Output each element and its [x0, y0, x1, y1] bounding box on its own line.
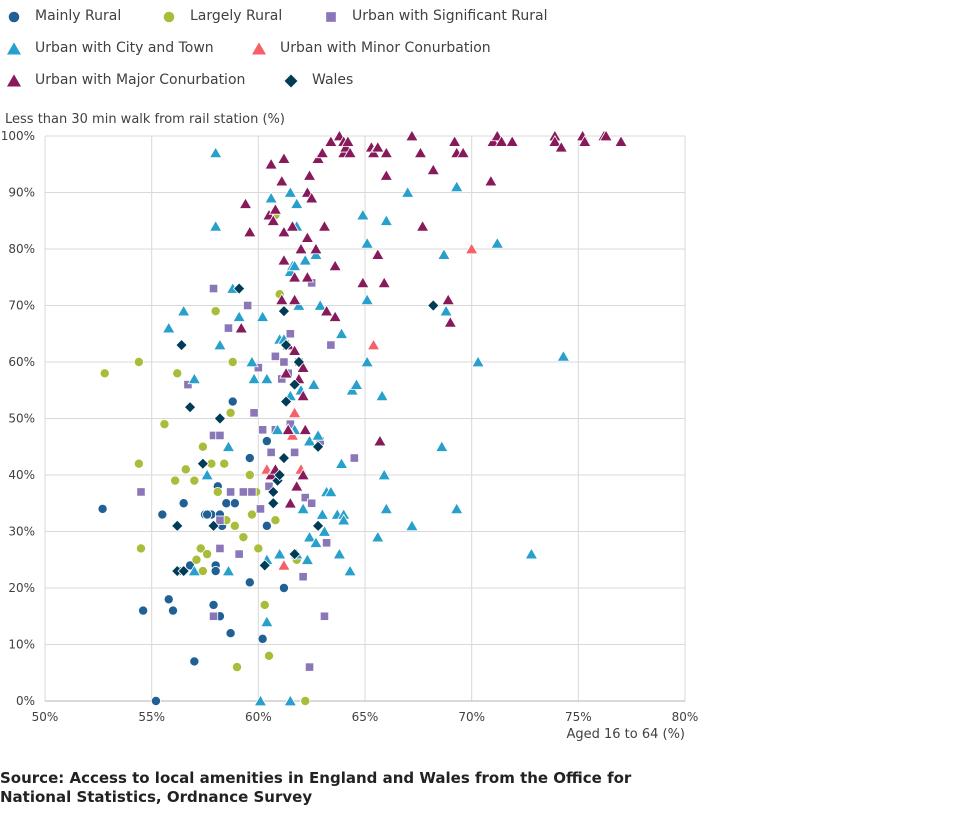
series-group [260, 242, 479, 571]
series-group [136, 278, 359, 672]
series-group [161, 146, 571, 707]
series-group [97, 396, 289, 707]
series-group [171, 282, 440, 578]
source-note: Source: Access to local amenities in Eng… [0, 769, 632, 806]
legend-label: Urban with Major Conurbation [35, 72, 246, 88]
series-group [234, 129, 628, 509]
legend-marker [8, 11, 20, 23]
legend-marker [284, 74, 298, 88]
legend-item: Largely Rural [160, 7, 282, 25]
y-tick-label: 60% [8, 355, 35, 369]
x-tick-label: 60% [245, 710, 272, 724]
y-tick-label: 90% [8, 186, 35, 200]
legend-label: Urban with Significant Rural [352, 8, 548, 24]
x-tick-label: 75% [565, 710, 592, 724]
legend-label: Mainly Rural [35, 8, 122, 24]
legend-item: Urban with Major Conurbation [5, 71, 245, 89]
y-tick-label: 30% [8, 525, 35, 539]
legend-marker [6, 74, 22, 87]
legend-marker [326, 12, 336, 22]
legend-marker [251, 42, 267, 55]
x-tick-label: 70% [458, 710, 485, 724]
scatter-plot: 0% 10% 20% 30% 40% 50% 60% 70% 80% 90% 100% 50% 55% 6… [1, 129, 699, 724]
legend-item: Wales [282, 71, 353, 89]
y-tick-label: 40% [8, 468, 35, 482]
legend-item: Mainly Rural [5, 7, 121, 25]
legend-marker [6, 42, 22, 55]
legend-label: Urban with City and Town [35, 40, 214, 56]
legend-label: Urban with Minor Conurbation [280, 40, 491, 56]
y-tick-label: 20% [8, 581, 35, 595]
x-tick-label: 55% [138, 710, 165, 724]
y-tick-label: 50% [8, 412, 35, 426]
y-tick-label: 100% [1, 129, 35, 143]
x-axis-label: Aged 16 to 64 (%) [566, 727, 685, 742]
legend-label: Wales [312, 72, 354, 88]
legend-item: Urban with Minor Conurbation [250, 39, 491, 57]
legend-item: Urban with City and Town [5, 39, 214, 57]
x-tick-label: 65% [352, 710, 379, 724]
y-tick-label: 10% [8, 638, 35, 652]
series-group [99, 210, 311, 707]
legend-marker [163, 11, 175, 23]
legend-item: Urban with Significant Rural [322, 7, 547, 25]
chart-legend: Mainly Rural Largely Rural Urban with Sign… [0, 0, 960, 100]
x-tick-label: 80% [672, 710, 699, 724]
legend-label: Largely Rural [190, 8, 283, 24]
y-axis-label: Less than 30 min walk from rail station … [5, 112, 285, 127]
y-tick-label: 0% [16, 694, 35, 708]
y-tick-label: 70% [8, 299, 35, 313]
y-tick-label: 80% [8, 242, 35, 256]
x-tick-label: 50% [32, 710, 59, 724]
